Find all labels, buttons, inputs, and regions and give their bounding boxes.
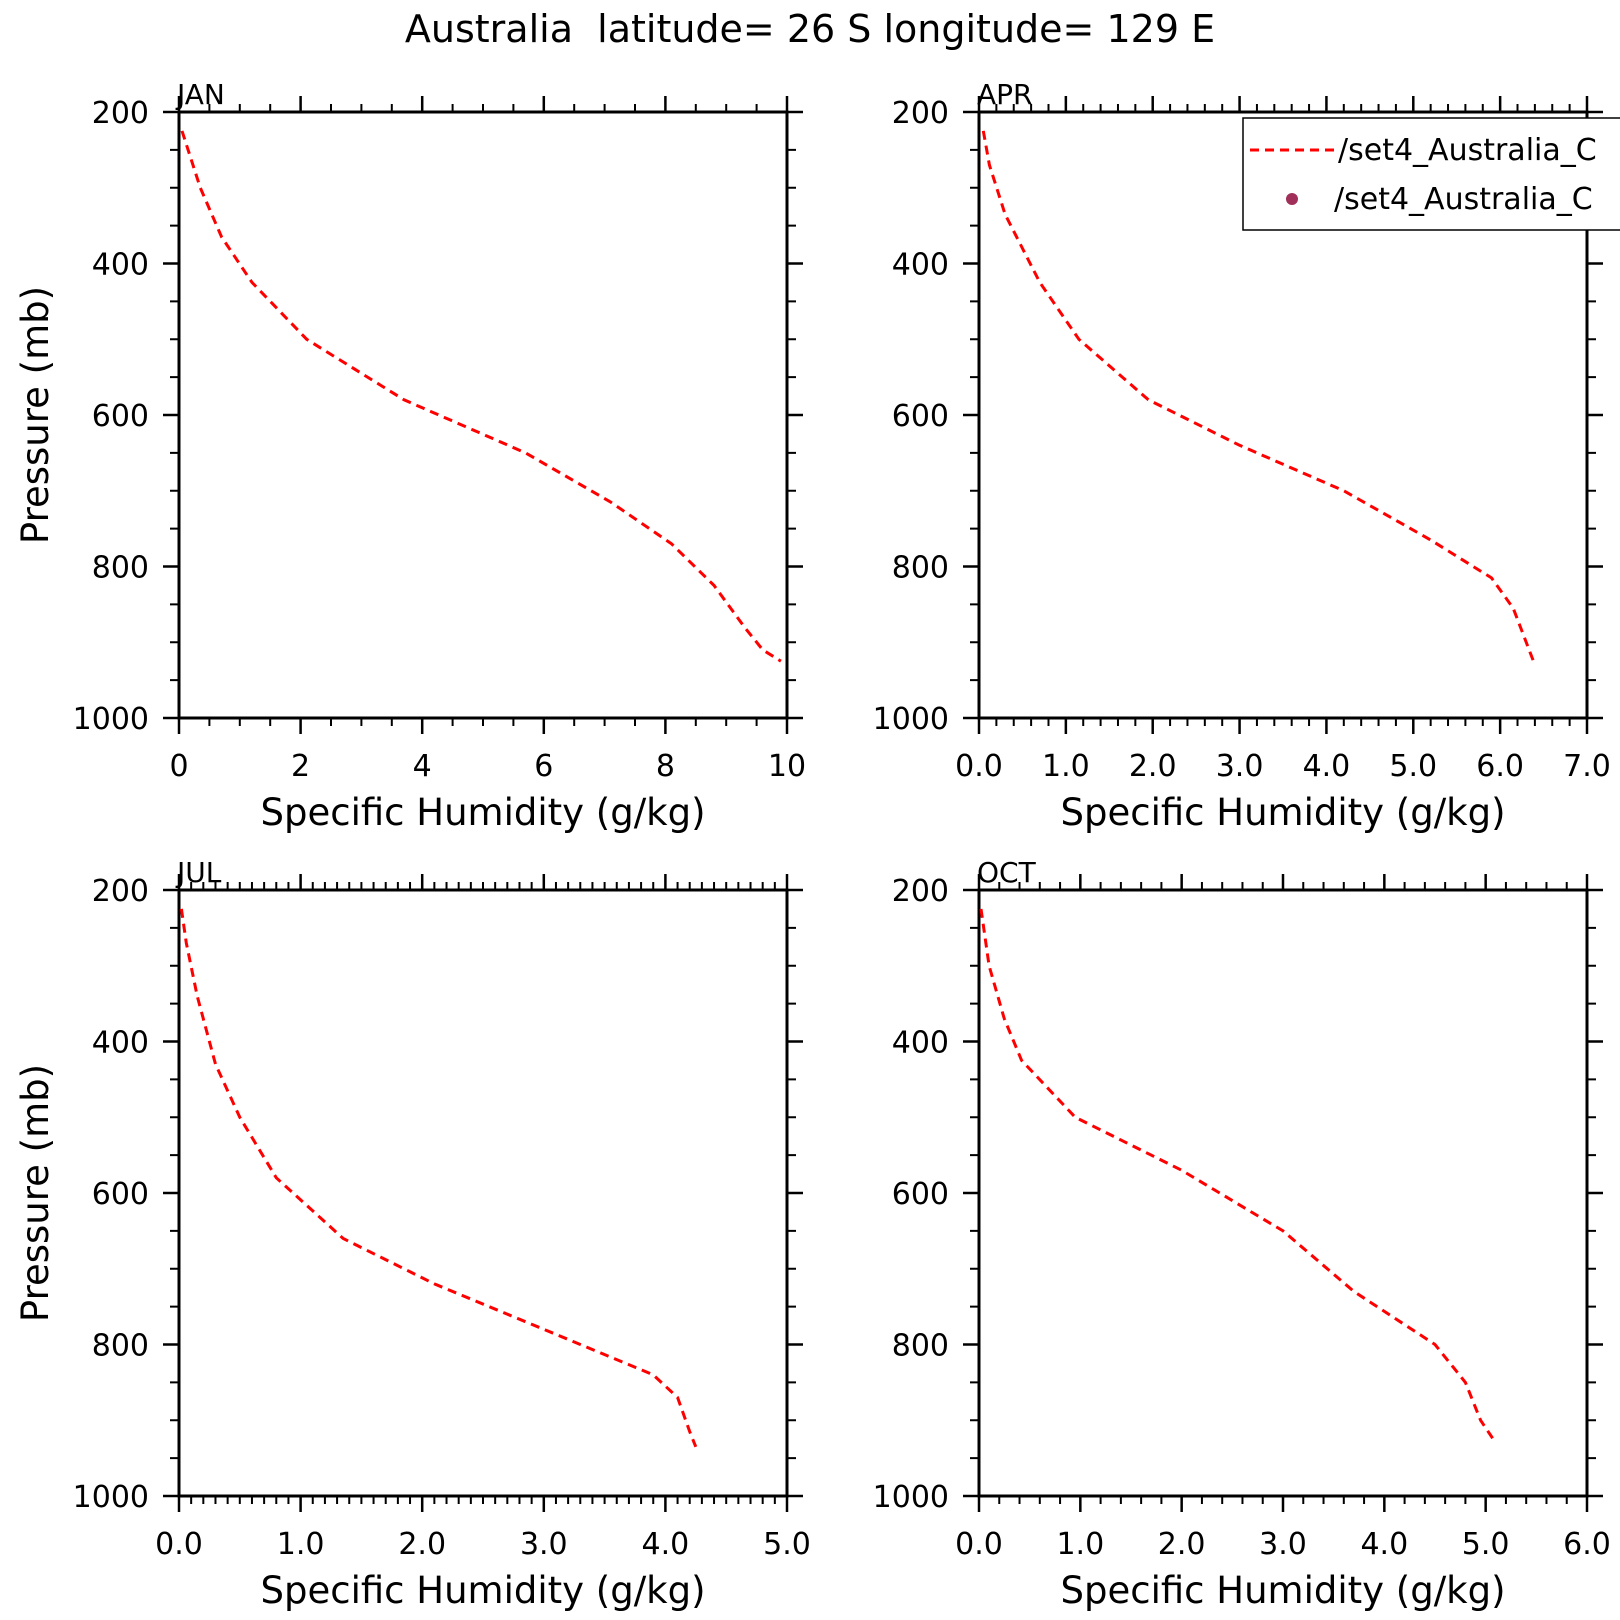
x-tick-label: 10 (768, 749, 806, 784)
x-tick-label: 6.0 (1563, 1527, 1611, 1562)
series-line (981, 130, 1537, 666)
y-tick-label: 200 (892, 96, 949, 131)
x-tick-label: 4.0 (1360, 1527, 1408, 1562)
y-tick-label: 400 (92, 248, 149, 283)
x-tick-label: 6 (534, 749, 553, 784)
legend-entry-2-label: /set4_Australia_C (1334, 182, 1593, 217)
x-tick-label: 2.0 (1129, 749, 1177, 784)
x-axis-label: Specific Humidity (g/kg) (1060, 1569, 1505, 1612)
x-tick-label: 5.0 (1389, 749, 1437, 784)
x-tick-label: 6.0 (1476, 749, 1524, 784)
y-tick-label: 600 (92, 1177, 149, 1212)
panel-title: JAN (175, 78, 225, 111)
y-axis-label: Pressure (mb) (14, 1064, 57, 1322)
panel-oct: OCT 0.0 1.0 2.0 3.0 4.0 5.0 6.0 200 400 600 800 1000… (873, 856, 1611, 1612)
y-tick-label: 400 (892, 1026, 949, 1061)
x-tick-label: 0.0 (155, 1527, 203, 1562)
x-tick-label: 1.0 (1042, 749, 1090, 784)
legend: /set4_Australia_C /set4_Australia_C (1242, 117, 1620, 231)
plot-frame (977, 888, 1589, 1498)
y-tick-label: 400 (92, 1026, 149, 1061)
x-tick-label: 4.0 (1303, 749, 1351, 784)
x-tick-label: 3.0 (520, 1527, 568, 1562)
y-tick-label: 600 (92, 399, 149, 434)
x-tick-label: 1.0 (1056, 1527, 1104, 1562)
series-line (979, 908, 1498, 1444)
x-tick-label: 2.0 (1158, 1527, 1206, 1562)
x-tick-label: 5.0 (1462, 1527, 1510, 1562)
y-tick-label: 800 (92, 1329, 149, 1364)
y-tick-label: 200 (892, 874, 949, 909)
x-tick-label: 1.0 (277, 1527, 325, 1562)
y-tick-label: 800 (892, 1329, 949, 1364)
x-tick-label: 2 (291, 749, 310, 784)
series-line (179, 908, 698, 1448)
panel-jan: JAN 0 2 4 6 8 10 200 400 600 800 1000 Specific Humid… (14, 78, 806, 834)
x-tick-label: 4 (413, 749, 432, 784)
x-tick-label: 3.0 (1259, 1527, 1307, 1562)
y-tick-label: 400 (892, 248, 949, 283)
x-axis-label: Specific Humidity (g/kg) (1060, 791, 1505, 834)
x-tick-label: 7.0 (1563, 749, 1611, 784)
y-tick-label: 1000 (73, 702, 149, 737)
x-tick-label: 5.0 (763, 1527, 811, 1562)
y-tick-label: 200 (92, 96, 149, 131)
y-tick-label: 1000 (873, 1480, 949, 1515)
y-axis-label: Pressure (mb) (14, 286, 57, 544)
panel-title: APR (977, 78, 1033, 111)
y-tick-label: 600 (892, 399, 949, 434)
legend-entry-1-label: /set4_Australia_C (1338, 133, 1597, 168)
x-axis-label: Specific Humidity (g/kg) (260, 1569, 705, 1612)
figure-title: Australia latitude= 26 S longitude= 129 … (405, 7, 1215, 51)
panel-jul: JUL 0.0 1.0 2.0 3.0 4.0 5.0 200 400 600 800 1000 Spe… (14, 856, 811, 1612)
y-tick-label: 600 (892, 1177, 949, 1212)
y-tick-label: 1000 (873, 702, 949, 737)
panel-title: OCT (977, 856, 1037, 889)
x-tick-label: 0 (169, 749, 188, 784)
plot-frame (177, 110, 789, 720)
x-tick-label: 0.0 (955, 749, 1003, 784)
panel-apr: APR 0.0 1.0 2.0 3.0 4.0 5.0 6.0 7.0 200 400 600 800 1… (873, 78, 1611, 834)
legend-dot-swatch (1286, 193, 1298, 205)
x-tick-label: 2.0 (398, 1527, 446, 1562)
y-tick-label: 1000 (73, 1480, 149, 1515)
panel-title: JUL (175, 856, 222, 889)
y-tick-label: 800 (92, 551, 149, 586)
x-tick-label: 3.0 (1216, 749, 1264, 784)
x-tick-label: 0.0 (955, 1527, 1003, 1562)
x-tick-label: 8 (656, 749, 675, 784)
x-tick-label: 4.0 (642, 1527, 690, 1562)
y-tick-label: 200 (92, 874, 149, 909)
legend-box (1242, 117, 1620, 231)
y-tick-label: 800 (892, 551, 949, 586)
plot-frame (177, 888, 789, 1498)
x-axis-label: Specific Humidity (g/kg) (260, 791, 705, 834)
series-line (180, 130, 782, 663)
